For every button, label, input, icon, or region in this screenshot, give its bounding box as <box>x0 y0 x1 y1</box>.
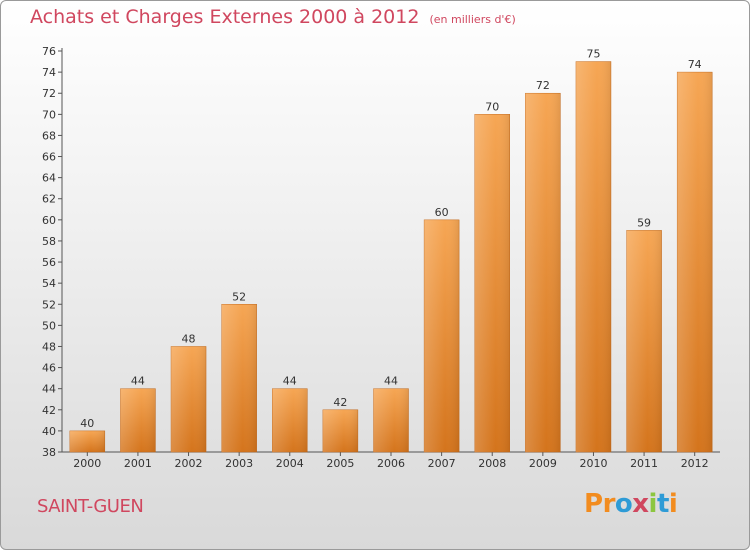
chart-title: Achats et Charges Externes 2000 à 2012 (e… <box>30 6 516 28</box>
logo-letter: i <box>648 489 658 519</box>
data-label: 60 <box>435 206 449 219</box>
chart-title-text: Achats et Charges Externes 2000 à 2012 <box>30 6 420 28</box>
x-tick-label: 2001 <box>124 457 152 470</box>
bar-shade <box>322 409 358 452</box>
bar-shade <box>424 219 460 452</box>
y-tick-label: 76 <box>42 45 56 58</box>
data-label: 75 <box>586 48 600 61</box>
data-label: 74 <box>688 58 702 71</box>
data-label: 72 <box>536 79 550 92</box>
bar-shade <box>575 61 611 452</box>
x-tick-label: 2009 <box>529 457 557 470</box>
city-name: SAINT-GUEN <box>37 496 144 517</box>
y-tick-label: 70 <box>42 108 56 121</box>
bar-shade <box>626 230 662 452</box>
logo-letter: r <box>602 489 616 519</box>
y-tick-label: 52 <box>42 298 56 311</box>
y-tick-label: 38 <box>42 446 56 459</box>
y-tick-label: 42 <box>42 404 56 417</box>
y-tick-label: 58 <box>42 235 56 248</box>
x-tick-label: 2002 <box>175 457 203 470</box>
data-label: 48 <box>182 332 196 345</box>
y-tick-label: 56 <box>42 256 56 269</box>
x-tick-label: 2005 <box>326 457 354 470</box>
x-tick-label: 2000 <box>73 457 101 470</box>
y-tick-label: 68 <box>42 129 56 142</box>
y-tick-label: 74 <box>42 66 56 79</box>
chart-labels: 2000 40 2001 44 2002 48 2003 52 2004 44 2005 42 2006… <box>73 48 708 470</box>
logo-letter: o <box>614 489 633 519</box>
x-tick-label: 2008 <box>478 457 506 470</box>
y-tick-label: 60 <box>42 214 56 227</box>
x-tick-label: 2010 <box>579 457 607 470</box>
y-tick-label: 66 <box>42 151 56 164</box>
data-label: 42 <box>333 396 347 409</box>
bar-shade <box>221 304 257 452</box>
data-label: 44 <box>384 375 398 388</box>
bar-shade <box>474 114 510 452</box>
data-label: 70 <box>485 100 499 113</box>
y-tick-label: 72 <box>42 87 56 100</box>
y-tick-label: 46 <box>42 362 56 375</box>
chart-bars <box>69 61 713 453</box>
x-tick-label: 2007 <box>428 457 456 470</box>
x-tick-label: 2004 <box>276 457 304 470</box>
logo-letter: x <box>632 489 649 519</box>
bar-shade <box>69 430 105 452</box>
chart-unit: (en milliers d'€) <box>429 13 516 26</box>
logo-letter: P <box>584 489 603 519</box>
y-tick-label: 54 <box>42 277 56 290</box>
data-label: 59 <box>637 216 651 229</box>
x-tick-label: 2003 <box>225 457 253 470</box>
proxiti-logo: Proxiti <box>584 489 678 519</box>
bar-shade <box>171 346 207 452</box>
logo-letter: i <box>668 489 678 519</box>
bar-shade <box>373 388 409 452</box>
logo-letter: t <box>656 489 669 519</box>
x-tick-label: 2006 <box>377 457 405 470</box>
data-label: 44 <box>283 375 297 388</box>
y-tick-label: 44 <box>42 383 56 396</box>
y-tick-label: 64 <box>42 172 56 185</box>
bar-shade <box>677 72 713 453</box>
x-tick-label: 2012 <box>681 457 709 470</box>
data-label: 44 <box>131 375 145 388</box>
y-tick-label: 62 <box>42 193 56 206</box>
x-tick-label: 2011 <box>630 457 658 470</box>
y-tick-label: 50 <box>42 319 56 332</box>
y-tick-label: 48 <box>42 340 56 353</box>
bar-shade <box>525 93 561 453</box>
y-tick-label: 40 <box>42 425 56 438</box>
bar-shade <box>272 388 308 452</box>
data-label: 52 <box>232 290 246 303</box>
data-label: 40 <box>80 417 94 430</box>
bar-shade <box>120 388 156 452</box>
